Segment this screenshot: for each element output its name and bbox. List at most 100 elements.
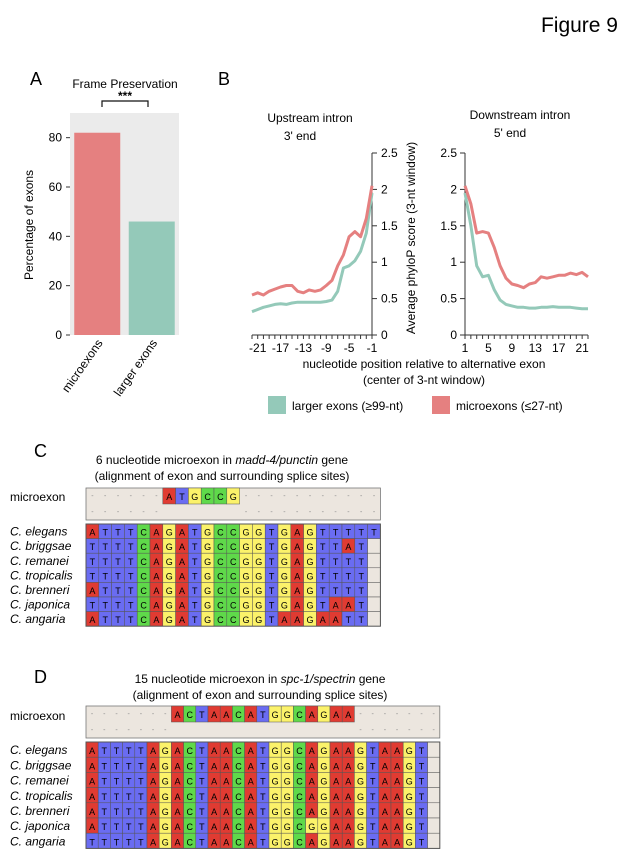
alignment-base: A — [394, 746, 400, 756]
species-label: C. tropicalis — [10, 568, 73, 582]
alignment-base: A — [294, 615, 300, 625]
gap-mark: - — [420, 711, 423, 718]
alignment-cell — [367, 611, 381, 627]
x-tick-label: -21 — [249, 341, 267, 355]
alignment-base: A — [174, 822, 180, 832]
alignment-base: A — [150, 837, 156, 847]
panel-b-line-charts: Upstream intron 3' end Downstream intron… — [249, 108, 589, 414]
alignment-base: G — [255, 601, 262, 611]
alignment-base: A — [248, 792, 254, 802]
alignment-base: T — [126, 761, 132, 771]
alignment-base: A — [333, 807, 339, 817]
alignment-base: T — [269, 601, 275, 611]
alignment-base: G — [357, 837, 364, 847]
alignment-base: T — [192, 528, 198, 538]
microexon-base: T — [260, 710, 266, 720]
alignment-base: T — [126, 792, 132, 802]
alignment-base: T — [90, 601, 96, 611]
gap-mark: - — [152, 711, 155, 718]
legend-label-larger-exons: larger exons (≥99-nt) — [292, 399, 403, 413]
microexon-base: C — [204, 492, 211, 502]
alignment-base: C — [296, 792, 303, 802]
alignment-base: T — [333, 571, 339, 581]
alignment-base: T — [114, 792, 120, 802]
panel-b-legend: larger exons (≥99-nt) microexons (≤27-nt… — [268, 396, 563, 414]
microexon-cell — [226, 487, 240, 505]
alignment-base: T — [114, 822, 120, 832]
alignment-base: T — [192, 586, 198, 596]
microexon-base: C — [186, 710, 193, 720]
x-tick-label: -5 — [344, 341, 355, 355]
alignment-base: C — [217, 586, 224, 596]
alignment-base: T — [90, 542, 96, 552]
alignment-base: A — [150, 777, 156, 787]
alignment-base: G — [166, 557, 173, 567]
gap-mark: - — [334, 493, 337, 500]
alignment-cell — [367, 538, 381, 554]
alignment-base: A — [320, 615, 326, 625]
y-tick-label: 40 — [49, 229, 63, 243]
gap-mark: - — [115, 727, 118, 734]
alignment-base: A — [248, 837, 254, 847]
gap-mark: - — [309, 509, 312, 516]
alignment-base: G — [272, 777, 279, 787]
alignment-base: A — [294, 586, 300, 596]
alignment-base: G — [166, 601, 173, 611]
alignment-base: G — [284, 746, 291, 756]
alignment-base: A — [248, 777, 254, 787]
alignment-base: T — [192, 571, 198, 581]
alignment-base: T — [128, 571, 134, 581]
alignment-cell — [367, 582, 381, 598]
y-tick-label: 1.5 — [440, 219, 457, 233]
alignment-base: G — [162, 822, 169, 832]
alignment-base: G — [272, 761, 279, 771]
gap-mark: - — [283, 493, 286, 500]
alignment-base: T — [370, 792, 376, 802]
alignment-base: A — [211, 837, 217, 847]
alignment-base: T — [346, 615, 352, 625]
alignment-base: T — [370, 746, 376, 756]
alignment-base: G — [166, 586, 173, 596]
microexon-base: A — [211, 710, 217, 720]
alignment-base: G — [306, 528, 313, 538]
alignment-base: A — [174, 792, 180, 802]
alignment-base: T — [358, 571, 364, 581]
alignment-base: C — [140, 615, 147, 625]
alignment-base: T — [346, 571, 352, 581]
alignment-base: T — [192, 557, 198, 567]
alignment-base: G — [162, 807, 169, 817]
species-label: C. angaria — [10, 834, 66, 848]
species-label: C. brenneri — [10, 583, 70, 597]
gap-mark: - — [130, 509, 133, 516]
alignment-base: G — [242, 557, 249, 567]
species-label: C. briggsae — [10, 758, 72, 772]
x-tick-label: 5 — [485, 341, 492, 355]
alignment-base: A — [211, 807, 217, 817]
alignment-base: G — [308, 822, 315, 832]
gap-mark: - — [142, 509, 145, 516]
y-tick-label: 0.5 — [381, 292, 398, 306]
gap-mark: - — [384, 727, 387, 734]
alignment-base: A — [333, 601, 339, 611]
alignment-base: T — [102, 528, 108, 538]
x-tick-label: -1 — [367, 341, 378, 355]
alignment-base: A — [394, 807, 400, 817]
alignment-base: C — [140, 601, 147, 611]
alignment-base: A — [333, 792, 339, 802]
gap-mark: - — [408, 711, 411, 718]
downstream-title-line1: Downstream intron — [470, 108, 571, 122]
alignment-base: G — [357, 792, 364, 802]
alignment-base: T — [260, 792, 266, 802]
alignment-base: A — [153, 557, 159, 567]
alignment-base: G — [406, 746, 413, 756]
alignment-base: A — [174, 807, 180, 817]
alignment-base: T — [192, 542, 198, 552]
alignment-base: A — [382, 837, 388, 847]
alignment-base: G — [242, 601, 249, 611]
alignment-base: T — [102, 746, 108, 756]
alignment-base: T — [260, 822, 266, 832]
alignment-base: T — [102, 837, 108, 847]
alignment-base: T — [320, 557, 326, 567]
alignment-base: T — [419, 837, 425, 847]
alignment-base: T — [358, 601, 364, 611]
